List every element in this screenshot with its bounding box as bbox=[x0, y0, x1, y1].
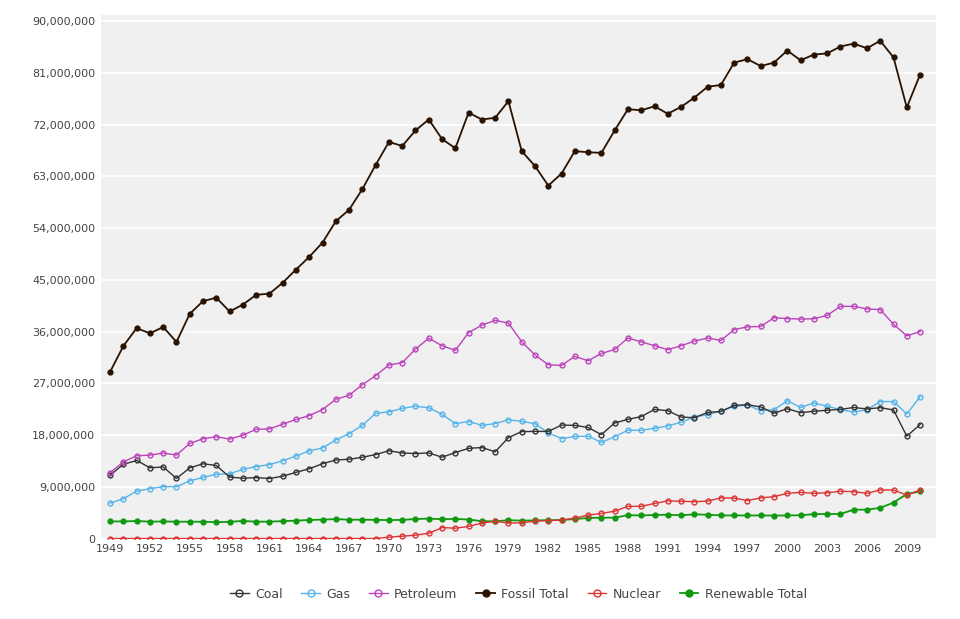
Legend: Coal, Gas, Petroleum, Fossil Total, Nuclear, Renewable Total: Coal, Gas, Petroleum, Fossil Total, Nucl… bbox=[225, 582, 812, 605]
